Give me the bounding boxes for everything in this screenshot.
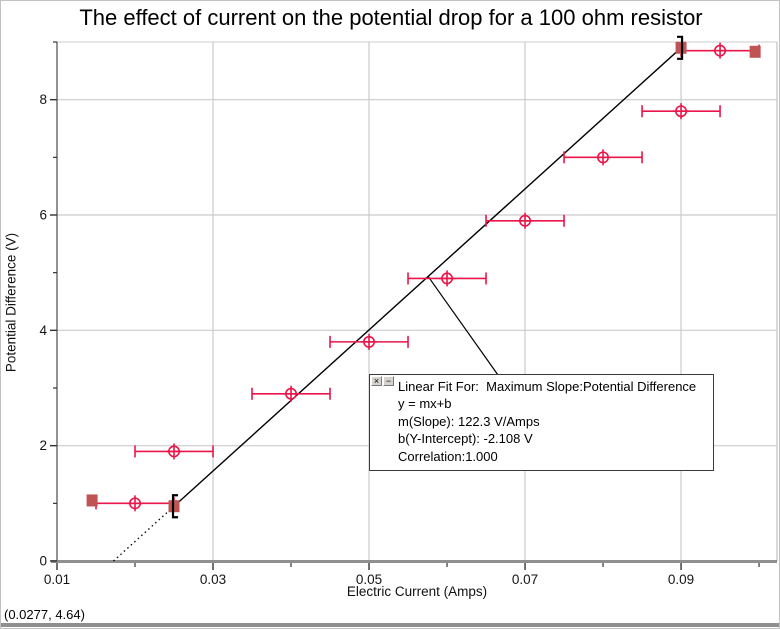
fit-bracket-right[interactable] [677, 35, 684, 60]
fit-equation-line: y = mx+b [398, 396, 452, 412]
x-axis-label: Electric Current (Amps) [346, 584, 488, 599]
fit-line[interactable] [173, 47, 682, 507]
graph-title: The effect of current on the potential d… [79, 5, 703, 30]
x-tick-label: 0.07 [512, 572, 538, 587]
data-point[interactable] [680, 42, 760, 59]
fit-correlation-line: Correlation:1.000 [398, 448, 498, 464]
fit-intercept-line: b(Y-Intercept): -2.108 V [398, 431, 533, 447]
y-tick-label: 8 [39, 92, 47, 107]
x-tick-label: 0.01 [44, 572, 70, 587]
y-tick-label: 6 [39, 208, 47, 223]
x-tick-label: 0.05 [356, 572, 382, 587]
data-point[interactable] [641, 103, 721, 120]
minimize-icon[interactable]: − [383, 376, 394, 386]
annotation-callout-line [427, 276, 499, 376]
y-tick-label: 0 [39, 554, 47, 569]
y-tick-label: 2 [39, 438, 47, 453]
fit-slope-line: m(Slope): 122.3 V/Amps [398, 413, 540, 429]
x-tick-label: 0.09 [668, 572, 694, 587]
annotation-box-controls: × − [371, 376, 394, 386]
linear-fit-annotation-box[interactable]: × − Linear Fit For: Maximum Slope:Potent… [369, 374, 714, 472]
data-point[interactable] [563, 149, 643, 166]
x-tick-label: 0.03 [200, 572, 226, 587]
fit-range-handle[interactable] [749, 45, 761, 58]
data-point[interactable] [485, 212, 565, 229]
pane-splitter[interactable] [1, 623, 779, 627]
y-axis-label: Potential Difference (V) [3, 232, 19, 373]
cursor-coordinates-readout: (0.0277, 4.64) [4, 607, 85, 622]
data-point[interactable] [251, 385, 331, 402]
data-point[interactable] [329, 333, 409, 350]
fit-line-extrapolation [113, 505, 175, 562]
y-tick-label: 4 [39, 323, 47, 338]
fit-bracket-left[interactable] [171, 494, 179, 519]
data-point[interactable] [134, 443, 214, 460]
fit-range-handle[interactable] [86, 494, 98, 507]
data-point[interactable] [95, 495, 175, 512]
fit-title-line: Linear Fit For: Maximum Slope:Potential … [398, 379, 697, 394]
close-icon[interactable]: × [371, 376, 382, 386]
data-point[interactable] [407, 270, 487, 287]
